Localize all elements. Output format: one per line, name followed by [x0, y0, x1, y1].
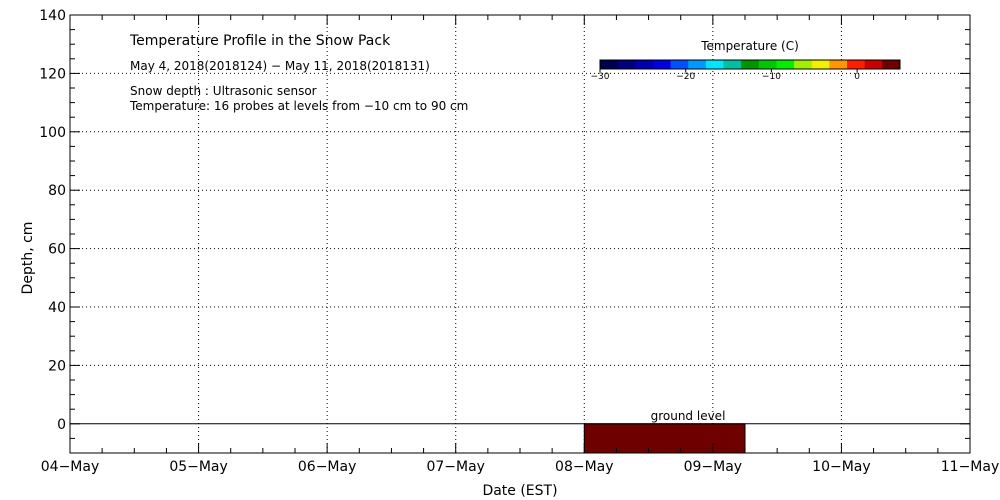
data-layer [583, 423, 746, 454]
y-axis-title: Depth, cm [20, 222, 36, 295]
colorbar-swatch [635, 60, 654, 69]
ground-level-label: ground level [651, 409, 726, 423]
y-tick-label: 120 [39, 66, 66, 82]
colorbar-swatch [847, 60, 866, 69]
x-tick-label: 06−May [298, 459, 357, 475]
colorbar-title: Temperature (C) [700, 39, 799, 53]
colorbar-swatch [882, 60, 901, 69]
chart-title: Temperature Profile in the Snow Pack [129, 33, 391, 49]
colorbar-swatch [758, 60, 777, 69]
tick-labels: 0 20 40 60 80 100 120 140 04−May 05−May 06−May 07−M… [39, 8, 999, 475]
y-tick-label: 140 [39, 8, 66, 24]
colorbar-tick-label: −20 [676, 72, 695, 82]
colorbar-swatch [811, 60, 830, 69]
colorbar-swatch [617, 60, 636, 69]
x-tick-label: 08−May [555, 459, 614, 475]
x-tick-label: 04−May [41, 459, 100, 475]
colorbar-tick-label: −10 [762, 72, 781, 82]
y-tick-label: 40 [48, 300, 66, 316]
colorbar-swatch [688, 60, 707, 69]
colorbar-frame [599, 59, 901, 70]
colorbar-swatch [864, 60, 883, 69]
x-tick-label: 10−May [812, 459, 871, 475]
y-tick-label: 20 [48, 358, 66, 374]
note-temperature: Temperature: 16 probes at levels from −1… [129, 99, 468, 113]
y-tick-label: 100 [39, 125, 66, 141]
grid-lines [70, 15, 970, 453]
y-tick-label: 0 [57, 417, 66, 433]
colorbar-swatch [741, 60, 760, 69]
colorbar-swatch [794, 60, 813, 69]
chart-subtitle: May 4, 2018(2018124) − May 11, 2018(2018… [130, 59, 430, 73]
colorbar-swatch [600, 60, 619, 69]
colorbar-swatch [705, 60, 725, 69]
x-tick-label: 11−May [941, 459, 1000, 475]
colorbar-swatch [670, 60, 689, 69]
x-axis-title: Date (EST) [482, 483, 557, 499]
y-tick-label: 80 [48, 183, 66, 199]
colorbar-swatch [652, 60, 672, 69]
x-tick-label: 05−May [169, 459, 228, 475]
x-tick-label: 09−May [684, 459, 743, 475]
temperature-cell [583, 423, 746, 454]
axes [69, 14, 971, 454]
colorbar-swatch [829, 60, 848, 69]
note-snow-depth: Snow depth : Ultrasonic sensor [130, 84, 317, 98]
colorbar-tick-label: −30 [591, 72, 610, 82]
colorbar-tick-label: 0 [854, 72, 860, 82]
y-tick-label: 60 [48, 242, 66, 258]
colorbar: −30 −20 −10 0 [591, 59, 901, 82]
plot-frame [69, 14, 971, 454]
colorbar-swatch [723, 60, 742, 69]
colorbar-swatch [776, 60, 795, 69]
x-tick-label: 07−May [426, 459, 485, 475]
